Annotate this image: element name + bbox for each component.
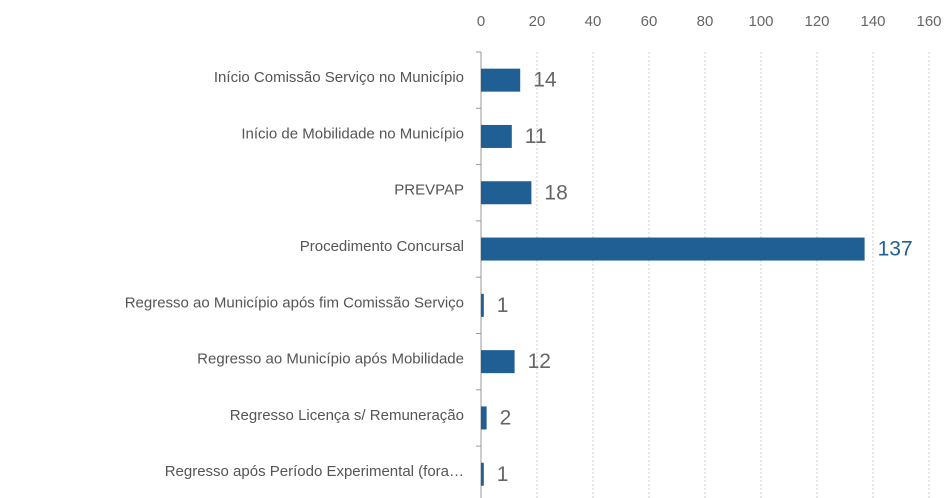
x-tick-label: 160 [916, 13, 941, 30]
value-label: 137 [878, 238, 913, 261]
category-label: Regresso Licença s/ Remuneração [230, 407, 464, 424]
bar [481, 293, 484, 317]
category-label: Regresso após Período Experimental (fora… [165, 463, 464, 480]
bar [481, 350, 515, 374]
bar [481, 68, 521, 92]
category-label: Regresso ao Município após fim Comissão … [125, 294, 464, 311]
x-tick-label: 40 [585, 13, 602, 30]
bar [481, 124, 512, 148]
value-label: 1 [497, 463, 509, 486]
x-tick-label: 120 [804, 13, 829, 30]
bar [481, 462, 484, 486]
x-tick-label: 80 [697, 13, 714, 30]
value-label: 11 [525, 125, 547, 148]
category-label: Procedimento Concursal [300, 238, 464, 255]
x-tick-label: 20 [529, 13, 546, 30]
x-tick-label: 0 [477, 13, 485, 30]
value-label: 12 [528, 350, 551, 373]
x-tick-label: 100 [748, 13, 773, 30]
value-label: 1 [497, 294, 509, 317]
x-tick-label: 140 [860, 13, 885, 30]
category-label: Regresso ao Município após Mobilidade [197, 351, 464, 368]
value-label: 14 [533, 69, 557, 92]
value-label: 18 [544, 181, 567, 204]
category-label: Início de Mobilidade no Município [241, 125, 464, 142]
bar [481, 406, 487, 430]
category-label: PREVPAP [394, 182, 464, 199]
value-label: 2 [500, 406, 512, 429]
bar [481, 181, 532, 205]
x-tick-label: 60 [641, 13, 658, 30]
category-label: Início Comissão Serviço no Município [214, 69, 464, 86]
bar [481, 237, 865, 261]
